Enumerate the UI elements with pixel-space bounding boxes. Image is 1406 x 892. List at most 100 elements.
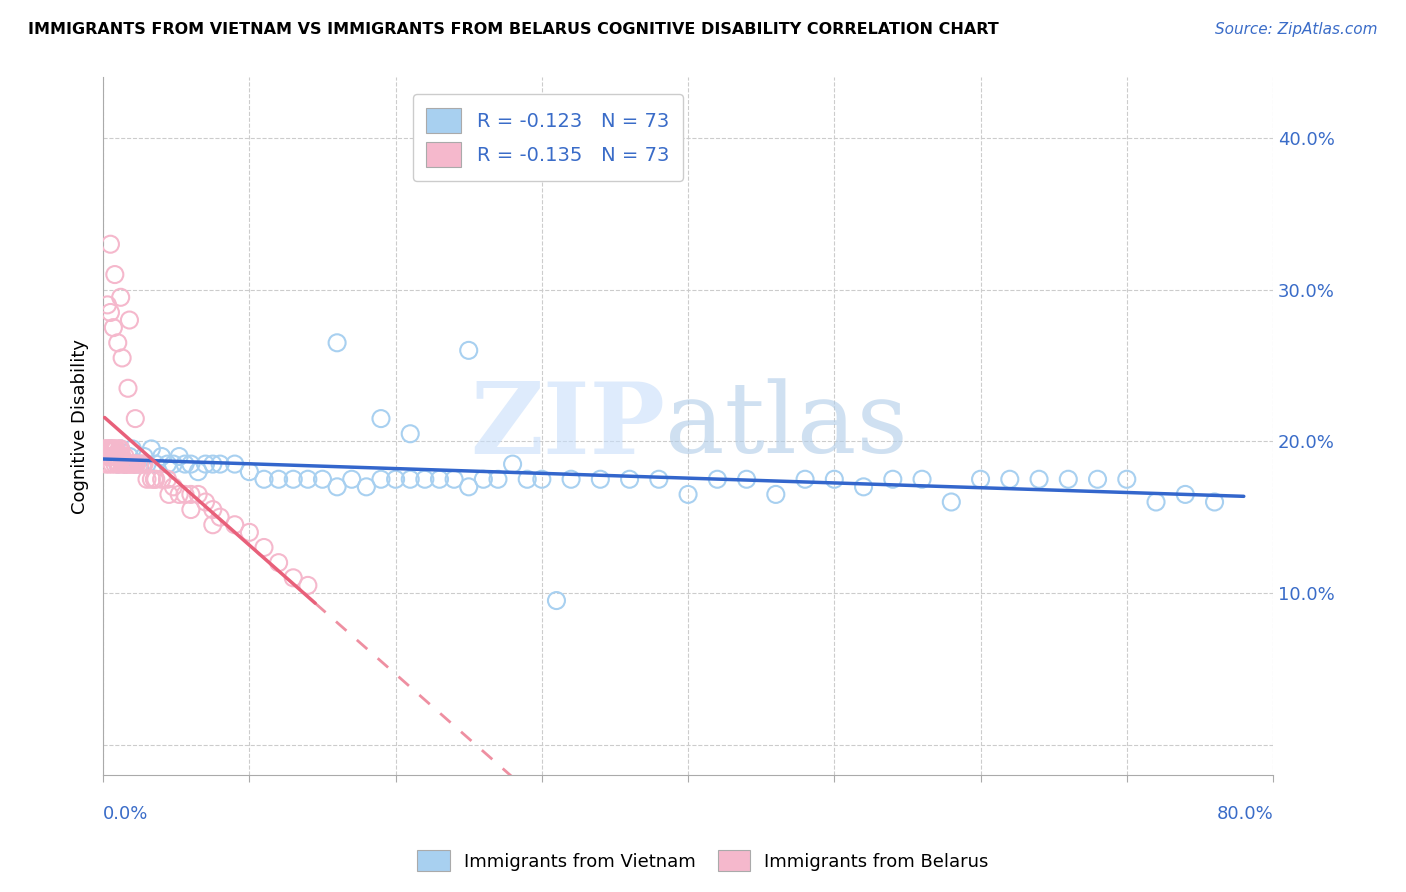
Point	[96, 442, 118, 456]
Point	[413, 472, 436, 486]
Point	[1115, 472, 1137, 486]
Point	[124, 457, 146, 471]
Point	[94, 457, 117, 471]
Point	[156, 472, 179, 486]
Point	[110, 290, 132, 304]
Point	[141, 472, 163, 486]
Point	[118, 450, 141, 464]
Point	[93, 442, 115, 456]
Point	[201, 517, 224, 532]
Point	[941, 495, 963, 509]
Point	[105, 450, 128, 464]
Point	[457, 480, 479, 494]
Point	[224, 457, 246, 471]
Point	[128, 457, 150, 471]
Point	[180, 502, 202, 516]
Point	[108, 457, 131, 471]
Point	[502, 457, 524, 471]
Point	[98, 457, 121, 471]
Point	[94, 442, 117, 456]
Point	[676, 487, 699, 501]
Point	[457, 343, 479, 358]
Point	[136, 472, 159, 486]
Point	[114, 457, 136, 471]
Point	[120, 457, 142, 471]
Point	[238, 465, 260, 479]
Point	[326, 480, 349, 494]
Point	[194, 457, 217, 471]
Point	[167, 450, 190, 464]
Text: 80.0%: 80.0%	[1216, 805, 1272, 823]
Point	[118, 457, 141, 471]
Point	[103, 450, 125, 464]
Point	[267, 556, 290, 570]
Point	[765, 487, 787, 501]
Point	[124, 411, 146, 425]
Point	[546, 593, 568, 607]
Point	[370, 411, 392, 425]
Y-axis label: Cognitive Disability: Cognitive Disability	[72, 339, 89, 514]
Point	[111, 351, 134, 365]
Point	[443, 472, 465, 486]
Point	[121, 442, 143, 456]
Point	[187, 487, 209, 501]
Point	[619, 472, 641, 486]
Point	[131, 457, 153, 471]
Point	[110, 450, 132, 464]
Point	[114, 457, 136, 471]
Text: atlas: atlas	[665, 378, 907, 474]
Point	[297, 472, 319, 486]
Text: 0.0%: 0.0%	[103, 805, 149, 823]
Point	[1028, 472, 1050, 486]
Point	[125, 457, 148, 471]
Point	[823, 472, 845, 486]
Text: ZIP: ZIP	[470, 377, 665, 475]
Point	[253, 541, 276, 555]
Point	[110, 442, 132, 456]
Point	[706, 472, 728, 486]
Point	[108, 442, 131, 456]
Point	[224, 517, 246, 532]
Point	[117, 457, 139, 471]
Point	[194, 495, 217, 509]
Point	[399, 472, 422, 486]
Point	[110, 442, 132, 456]
Point	[136, 457, 159, 471]
Point	[174, 457, 197, 471]
Point	[530, 472, 553, 486]
Point	[370, 472, 392, 486]
Point	[852, 480, 875, 494]
Point	[128, 457, 150, 471]
Point	[238, 525, 260, 540]
Point	[107, 335, 129, 350]
Point	[145, 472, 167, 486]
Point	[209, 510, 232, 524]
Point	[1087, 472, 1109, 486]
Point	[267, 472, 290, 486]
Point	[112, 457, 135, 471]
Point	[201, 457, 224, 471]
Point	[180, 457, 202, 471]
Point	[201, 502, 224, 516]
Point	[132, 450, 155, 464]
Point	[143, 472, 166, 486]
Point	[472, 472, 495, 486]
Point	[100, 442, 122, 456]
Point	[589, 472, 612, 486]
Point	[100, 442, 122, 456]
Point	[100, 305, 122, 319]
Point	[100, 450, 122, 464]
Point	[96, 450, 118, 464]
Point	[560, 472, 582, 486]
Point	[911, 472, 934, 486]
Point	[399, 426, 422, 441]
Point	[187, 465, 209, 479]
Point	[114, 450, 136, 464]
Point	[96, 298, 118, 312]
Point	[384, 472, 406, 486]
Point	[104, 268, 127, 282]
Point	[297, 578, 319, 592]
Point	[104, 442, 127, 456]
Point	[157, 487, 180, 501]
Point	[794, 472, 817, 486]
